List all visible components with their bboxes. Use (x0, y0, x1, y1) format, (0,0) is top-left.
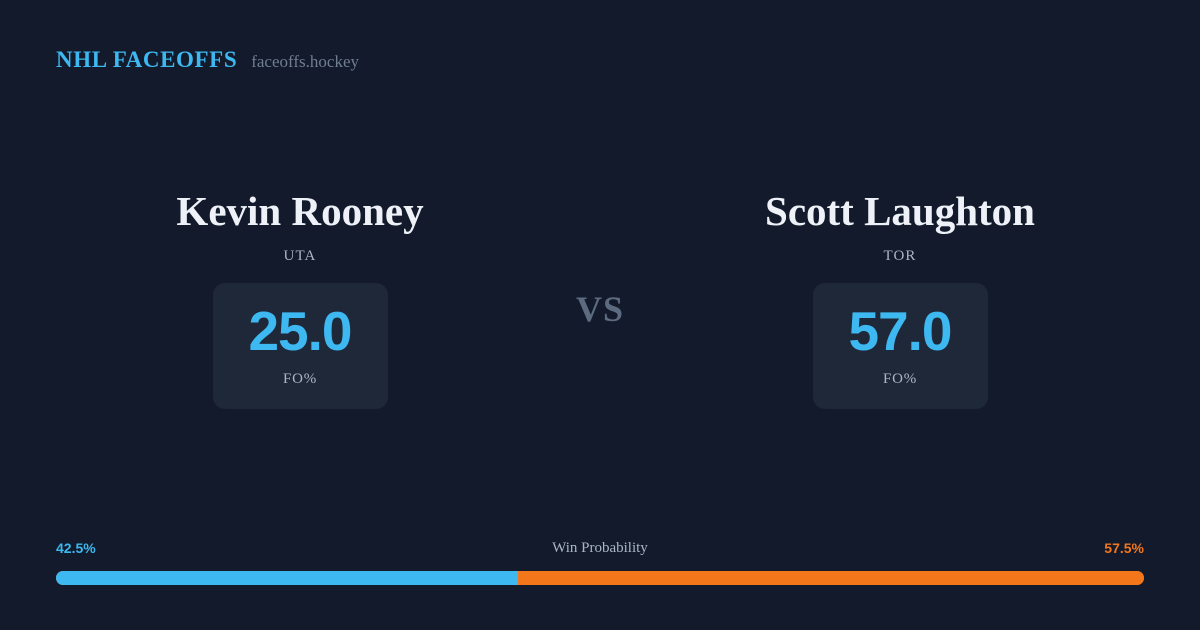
stat-label: FO% (282, 371, 318, 388)
player-card-left: Kevin Rooney UTA 25.0 FO% (90, 188, 510, 410)
matchup-section: Kevin Rooney UTA 25.0 FO% VS Scott Laugh… (0, 188, 1200, 430)
vs-divider: VS (575, 289, 625, 329)
brand-header: NHL FACEOFFS faceoffs.hockey (56, 47, 359, 73)
win-probability-labels: 42.5% Win Probability 57.5% (56, 540, 1144, 560)
player-team-abbreviation: UTA (283, 248, 317, 265)
player-name: Scott Laughton (765, 188, 1035, 234)
brand-title: NHL FACEOFFS (56, 47, 238, 72)
stat-label: FO% (882, 371, 918, 388)
stat-card: 57.0 FO% (812, 283, 988, 410)
stat-value: 25.0 (248, 300, 352, 363)
player-team-abbreviation: TOR (883, 248, 917, 265)
player-card-right: Scott Laughton TOR 57.0 FO% (690, 188, 1110, 410)
win-probability-right-value: 57.5% (1104, 540, 1144, 556)
player-name: Kevin Rooney (176, 188, 424, 234)
win-probability-left-value: 42.5% (56, 540, 96, 556)
stat-value: 57.0 (848, 300, 952, 363)
win-probability-section: 42.5% Win Probability 57.5% (56, 540, 1144, 585)
brand-domain: faceoffs.hockey (251, 52, 359, 71)
win-probability-bar (56, 571, 1144, 585)
stat-card: 25.0 FO% (212, 283, 388, 410)
win-probability-title: Win Probability (552, 540, 648, 556)
win-probability-bar-left-segment (56, 571, 519, 585)
win-probability-bar-right-segment (518, 571, 1144, 585)
